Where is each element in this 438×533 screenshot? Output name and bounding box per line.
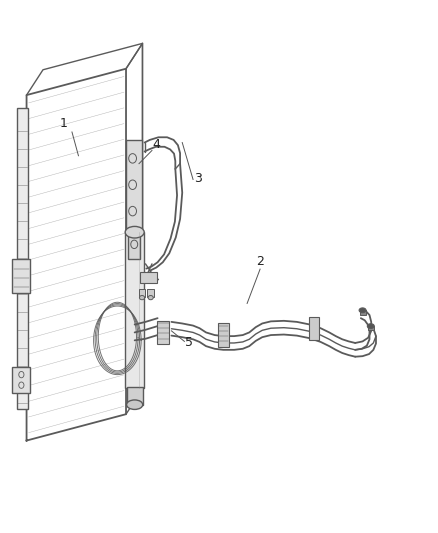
Ellipse shape <box>127 400 143 409</box>
Text: 1: 1 <box>60 117 67 130</box>
Bar <box>125 232 144 388</box>
Bar <box>17 108 28 409</box>
Text: 3: 3 <box>194 172 202 185</box>
FancyBboxPatch shape <box>360 310 366 315</box>
Text: 4: 4 <box>153 138 161 151</box>
FancyBboxPatch shape <box>309 317 319 340</box>
FancyBboxPatch shape <box>147 289 154 296</box>
Ellipse shape <box>125 227 144 238</box>
FancyBboxPatch shape <box>140 272 157 284</box>
FancyBboxPatch shape <box>368 326 374 330</box>
FancyBboxPatch shape <box>157 321 169 344</box>
FancyBboxPatch shape <box>12 367 31 393</box>
Bar <box>126 140 142 230</box>
FancyBboxPatch shape <box>218 324 229 346</box>
Bar <box>128 228 140 259</box>
Ellipse shape <box>367 324 374 328</box>
Ellipse shape <box>148 295 153 300</box>
Bar <box>127 387 143 405</box>
Text: 2: 2 <box>256 255 264 269</box>
Ellipse shape <box>139 295 145 300</box>
Ellipse shape <box>359 308 366 313</box>
Text: 5: 5 <box>185 336 193 349</box>
FancyBboxPatch shape <box>12 259 31 293</box>
FancyBboxPatch shape <box>138 289 145 296</box>
